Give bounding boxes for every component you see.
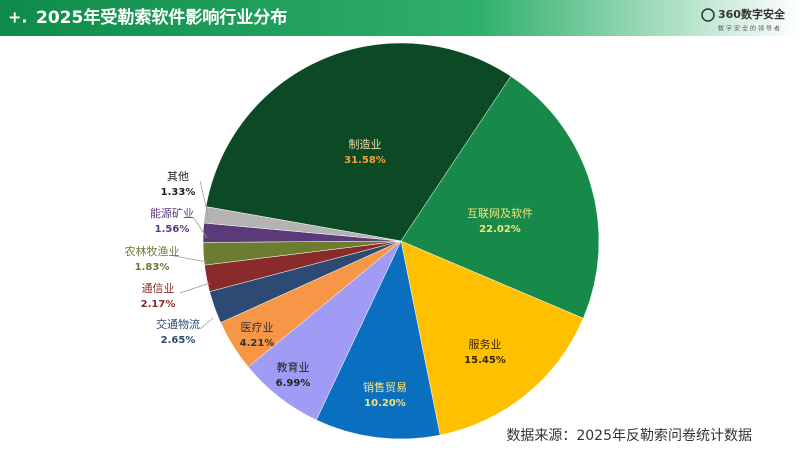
leader-line <box>199 317 214 330</box>
logo: 360数字安全 <box>718 7 786 21</box>
slice-label: 能源矿业 <box>150 206 194 220</box>
slice-label: 互联网及软件 <box>467 206 533 220</box>
value-label: 1.56% <box>155 224 190 235</box>
decoration: +. <box>8 8 27 27</box>
slice-label: 教育业 <box>277 360 310 374</box>
slice-label: 通信业 <box>142 282 175 295</box>
slogan: 数字安全的领导者 <box>718 25 782 33</box>
pie-slice <box>205 42 512 242</box>
value-label: 4.21% <box>240 338 275 349</box>
slice-label: 销售贸易 <box>363 380 407 394</box>
leader-line <box>173 255 208 263</box>
slice-label: 医疗业 <box>241 320 274 334</box>
leader-line <box>199 180 209 216</box>
value-label: 6.99% <box>276 378 311 389</box>
leader-line <box>193 217 208 239</box>
pie-slice <box>315 240 441 440</box>
source-note: 数据来源：2025年反勒索问卷统计数据 <box>506 427 752 444</box>
slice-label: 农林牧渔业 <box>125 244 180 258</box>
value-label: 31.58% <box>344 155 386 166</box>
value-label: 10.20% <box>364 398 406 409</box>
value-label: 1.33% <box>161 187 196 198</box>
leader-line <box>179 282 211 294</box>
header-title: 2025年受勒索软件影响行业分布 <box>36 7 287 28</box>
pie-chart: 制造业 31.58% 互联网及软件 22.02% 服务业 15.45% 销售贸易 10.20%… <box>125 42 600 440</box>
pie-slice <box>400 240 584 436</box>
value-label: 2.17% <box>141 299 176 310</box>
slice-label: 服务业 <box>469 338 502 351</box>
slice-label: 制造业 <box>349 137 382 151</box>
slice-label: 交通物流 <box>156 317 200 331</box>
header-band <box>0 0 800 36</box>
pie-slice <box>400 75 600 319</box>
value-label: 15.45% <box>464 355 506 366</box>
logo-icon <box>701 8 715 22</box>
slice-label: 其他 <box>167 170 189 183</box>
value-label: 1.83% <box>135 262 170 273</box>
value-label: 22.02% <box>479 224 521 235</box>
value-label: 2.65% <box>161 335 196 346</box>
